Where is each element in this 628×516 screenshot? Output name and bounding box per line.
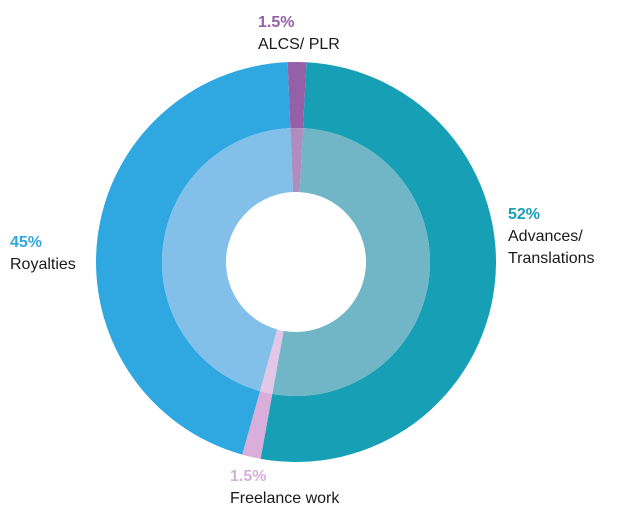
label-advances-translations: 52% Advances/ Translations <box>508 204 595 270</box>
slice-outer-advances-translations <box>260 62 497 462</box>
category-label-advances-line2: Translations <box>508 250 595 267</box>
label-royalties: 45% Royalties <box>10 232 76 276</box>
slice-outer-freelance-work <box>242 391 273 459</box>
slice-outer-royalties <box>96 62 291 455</box>
slice-inner-alcs-plr <box>290 127 304 193</box>
slice-inner-freelance-work <box>259 329 284 394</box>
slice-inner-advances-translations <box>272 128 431 397</box>
category-label-freelance-work: Freelance work <box>230 490 340 507</box>
category-label-advances-line1: Advances/ <box>508 228 583 245</box>
category-label-alcs-plr: ALCS/ PLR <box>258 36 340 53</box>
slice-outer-alcs-plr <box>287 62 307 129</box>
label-freelance-work: 1.5% Freelance work <box>230 466 339 510</box>
label-alcs-plr: 1.5% ALCS/ PLR <box>258 12 340 56</box>
value-label-freelance-work: 1.5% <box>230 468 267 485</box>
value-label-royalties: 45% <box>10 234 43 251</box>
slice-inner-royalties <box>161 128 294 392</box>
value-label-alcs-plr: 1.5% <box>258 14 295 31</box>
category-label-royalties: Royalties <box>10 256 76 273</box>
value-label-advances-translations: 52% <box>508 206 541 223</box>
